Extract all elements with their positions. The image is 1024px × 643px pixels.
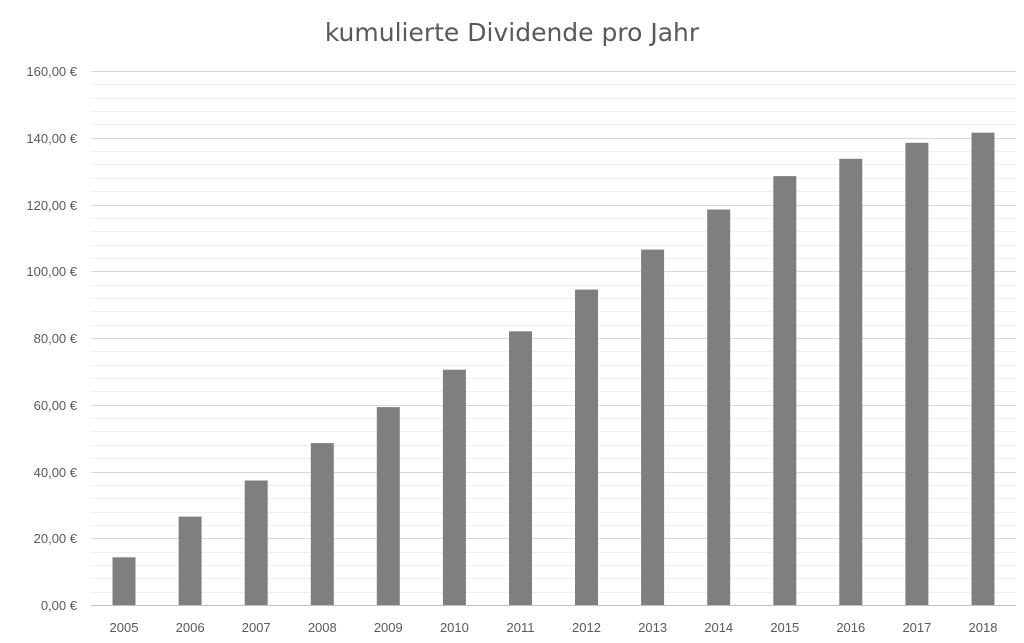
x-tick-label: 2015 <box>770 620 799 635</box>
bar <box>905 142 929 606</box>
bar <box>509 331 532 605</box>
bar <box>244 480 268 605</box>
bars <box>112 132 995 606</box>
x-tick-label: 2012 <box>572 620 601 635</box>
bar <box>376 407 400 605</box>
x-tick-label: 2013 <box>638 620 667 635</box>
bar <box>641 249 665 605</box>
y-tick-label: 100,00 € <box>26 264 77 279</box>
bar <box>178 516 202 605</box>
x-tick-label: 2005 <box>110 620 139 635</box>
x-tick-label: 2016 <box>836 620 865 635</box>
y-tick-label: 120,00 € <box>26 198 77 213</box>
bar <box>971 132 995 605</box>
y-tick-label: 40,00 € <box>34 465 78 480</box>
y-tick-label: 140,00 € <box>26 131 77 146</box>
y-tick-label: 60,00 € <box>34 398 78 413</box>
bar <box>707 209 731 605</box>
axes: 0,00 € 20,00 € 40,00 € 60,00 € 80,00 € 100,00… <box>26 64 1016 635</box>
x-tick-label: 2006 <box>176 620 205 635</box>
bar <box>112 557 136 605</box>
gridlines <box>91 71 1016 606</box>
x-tick-label: 2010 <box>440 620 469 635</box>
x-tick-label: 2014 <box>704 620 733 635</box>
y-tick-label: 160,00 € <box>26 64 77 79</box>
chart-title: kumulierte Dividende pro Jahr <box>324 18 700 47</box>
y-tick-label: 80,00 € <box>34 331 78 346</box>
bar <box>773 176 797 605</box>
x-tick-label: 2009 <box>374 620 403 635</box>
y-tick-label: 0,00 € <box>41 598 78 613</box>
bar <box>310 443 334 605</box>
bar <box>575 289 598 605</box>
bar <box>442 369 466 605</box>
y-tick-label: 20,00 € <box>34 531 78 546</box>
bar <box>839 158 863 606</box>
x-tick-label: 2008 <box>308 620 337 635</box>
x-tick-label: 2017 <box>902 620 931 635</box>
x-tick-label: 2011 <box>507 620 535 635</box>
x-tick-label: 2007 <box>242 620 271 635</box>
x-tick-label: 2018 <box>969 620 998 635</box>
